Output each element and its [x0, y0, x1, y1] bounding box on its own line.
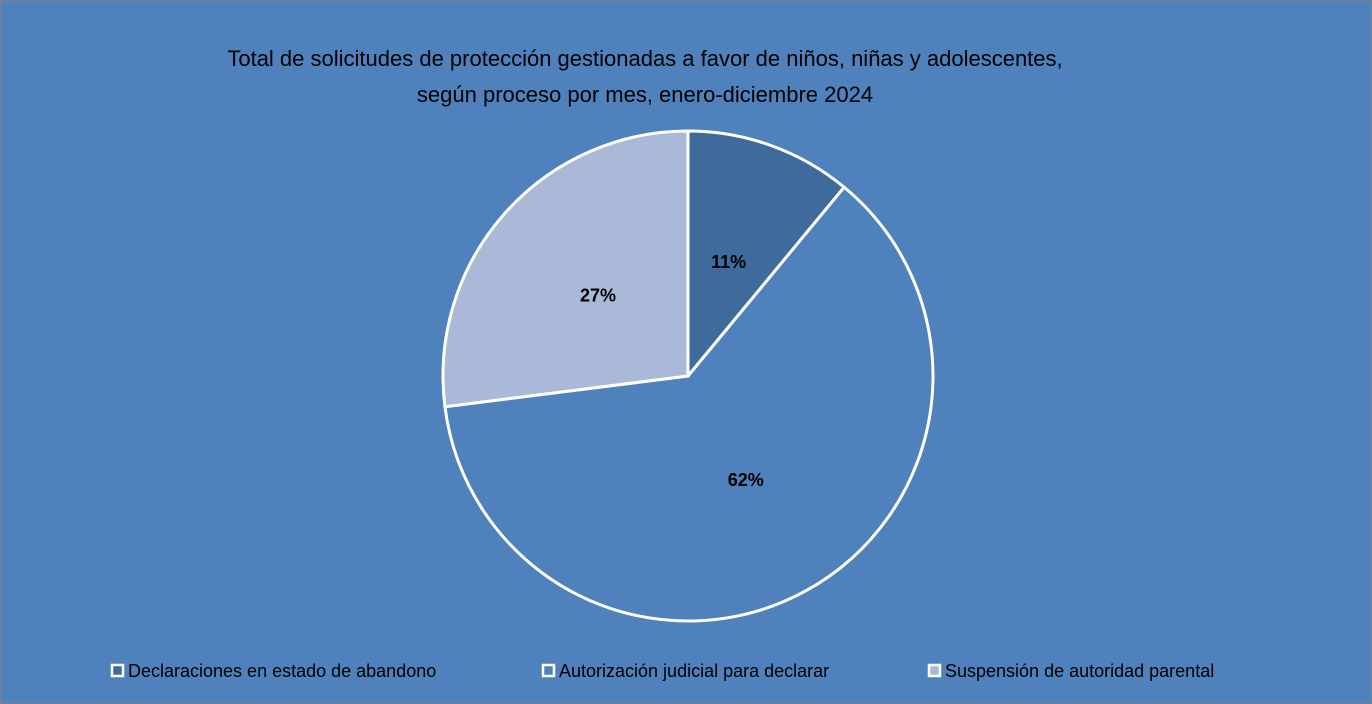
pie-slice: [686, 129, 847, 381]
legend-label: Suspensión de autoridad parental: [945, 661, 1214, 681]
legend-swatch: [541, 663, 556, 678]
pie-slice: [443, 185, 935, 623]
pie-slice: [441, 129, 690, 409]
legend-swatch: [927, 663, 942, 678]
chart-title: Total de solicitudes de protección gesti…: [227, 46, 1062, 71]
chart-title: según proceso por mes, enero-diciembre 2…: [417, 82, 873, 107]
legend-label: Declaraciones en estado de abandono: [128, 661, 436, 681]
legend-swatch: [110, 663, 125, 678]
data-label: 27%: [580, 285, 616, 305]
legend-label: Autorización judicial para declarar: [559, 661, 829, 681]
data-label: 11%: [711, 252, 746, 272]
data-label: 62%: [728, 470, 764, 490]
